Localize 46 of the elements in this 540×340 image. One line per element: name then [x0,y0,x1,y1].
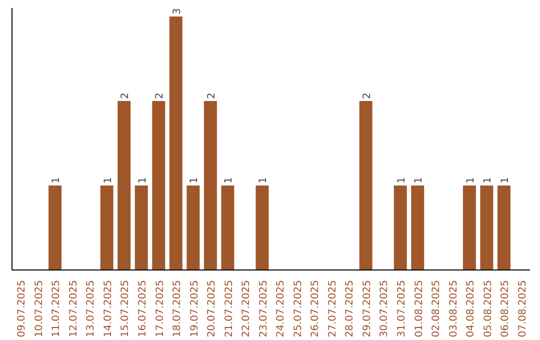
data-label: 2 [120,92,132,99]
x-tick-label: 11.07.2025 [51,280,62,338]
x-tick-label: 07.08.2025 [517,280,528,338]
data-label: 1 [414,177,425,184]
data-label: 1 [258,177,270,184]
x-tick-label: 14.07.2025 [102,280,114,338]
data-label: 1 [189,177,200,184]
x-tick-label: 13.07.2025 [86,280,97,338]
x-tick-label: 05.08.2025 [482,280,494,338]
x-tick-label: 09.07.2025 [16,280,28,338]
x-tick-label: 27.07.2025 [327,280,338,338]
data-label: 1 [137,177,148,184]
x-tick-label: 16.07.2025 [138,280,148,338]
data-label: 1 [482,177,494,184]
x-tick-label: 25.07.2025 [292,280,304,338]
x-tick-label: 15.07.2025 [120,280,132,338]
x-tick-label: 31.07.2025 [396,280,408,338]
data-label: 1 [51,177,62,184]
x-tick-label: 12.07.2025 [68,280,80,338]
x-tick-label: 23.07.2025 [258,280,270,338]
x-tick-label: 20.07.2025 [206,280,218,338]
data-label: 1 [224,177,235,184]
x-tick-label: 03.08.2025 [448,280,460,338]
x-tick-label: 22.07.2025 [241,280,252,338]
x-tick-label: 28.07.2025 [344,280,356,338]
x-tick-label: 26.07.2025 [310,280,322,338]
x-tick-label: 10.07.2025 [34,280,45,338]
data-label: 1 [465,177,476,184]
data-label: 2 [154,92,166,99]
x-tick-label: 17.07.2025 [154,280,166,338]
data-label: 1 [500,177,511,184]
data-label: 2 [362,92,373,99]
x-tick-label: 24.07.2025 [276,280,287,338]
x-tick-label: 30.07.2025 [379,280,390,338]
x-tick-label: 29.07.2025 [362,280,373,338]
data-label: 2 [206,92,218,99]
x-tick-label: 06.08.2025 [500,280,512,338]
data-label: 3 [172,8,183,14]
x-tick-label: 01.08.2025 [414,280,425,338]
x-tick-label: 19.07.2025 [189,280,200,338]
x-tick-label: 18.07.2025 [172,280,184,338]
x-tick-label: 04.08.2025 [466,280,477,338]
x-tick-label: 02.08.2025 [431,280,442,338]
data-label: 1 [396,177,408,184]
data-label: 1 [102,177,114,184]
x-tick-label: 21.07.2025 [224,280,235,338]
